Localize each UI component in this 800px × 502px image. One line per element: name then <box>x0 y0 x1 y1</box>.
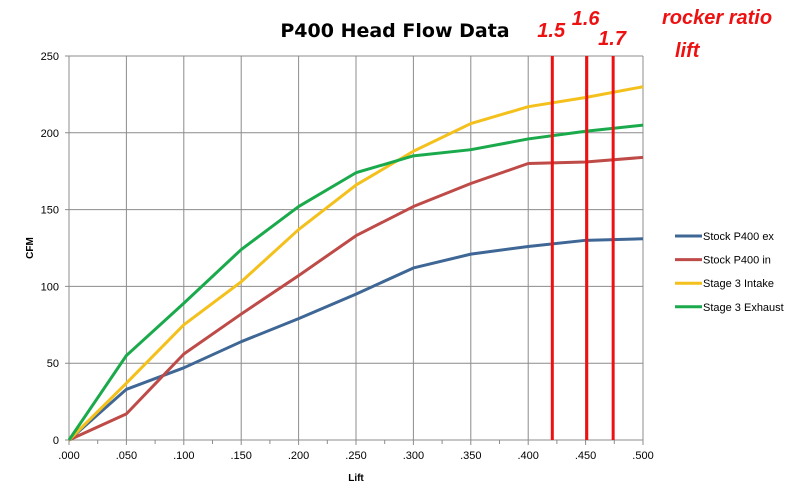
y-tick-label: 250 <box>41 51 59 63</box>
x-tick-label: .150 <box>230 450 251 462</box>
series-line-stage-3-intake <box>67 85 644 442</box>
rocker-ratio-markers: 1.5 1.61.7 <box>537 8 627 440</box>
y-tick-label: 0 <box>53 435 59 447</box>
x-tick-label: .400 <box>517 450 538 462</box>
x-tick-label: .300 <box>403 450 424 462</box>
rocker-ratio-label: 1.6 <box>572 8 601 30</box>
x-tick-label: .050 <box>116 450 137 462</box>
legend-item: Stage 3 Exhaust <box>675 302 784 314</box>
legend-item: Stock P400 ex <box>675 231 774 243</box>
legend-label: Stock P400 ex <box>703 231 774 243</box>
rocker-ratio-label: 1.5 <box>537 20 566 42</box>
series-line-stage-3-exhaust <box>67 123 644 441</box>
chart-title: P400 Head Flow Data <box>280 20 509 42</box>
x-tick-label: .350 <box>460 450 481 462</box>
tick-labels: 0 50 100 150 200 250 .000 .050 .100 .150 .200 .250.… <box>41 51 654 462</box>
x-tick-label: .200 <box>288 450 309 462</box>
y-axis-label: CFM <box>25 237 36 259</box>
series-line-stock-p400-in <box>68 155 644 442</box>
x-tick-label: .000 <box>58 450 79 462</box>
legend-label: Stock P400 in <box>703 255 771 267</box>
y-tick-label: 150 <box>41 205 59 217</box>
x-tick-label: .100 <box>173 450 194 462</box>
x-axis-label: Lift <box>348 473 364 484</box>
legend: Stock P400 ex Stock P400 in Stage 3 Intake… <box>675 231 784 314</box>
rocker-ratio-label: 1.7 <box>598 28 627 50</box>
legend-label: Stage 3 Intake <box>703 278 774 290</box>
legend-item: Stage 3 Intake <box>675 278 774 290</box>
legend-item: Stock P400 in <box>675 255 771 267</box>
y-tick-label: 100 <box>41 281 59 293</box>
series-lines <box>67 85 644 442</box>
y-tick-label: 50 <box>47 358 59 370</box>
x-tick-label: .450 <box>575 450 596 462</box>
annotation-lift: lift <box>675 40 701 62</box>
x-tick-label: .500 <box>632 450 653 462</box>
y-tick-label: 200 <box>41 128 59 140</box>
annotation-rocker-ratio: rocker ratio <box>662 7 772 29</box>
x-tick-label: .250 <box>345 450 366 462</box>
legend-label: Stage 3 Exhaust <box>703 302 784 314</box>
